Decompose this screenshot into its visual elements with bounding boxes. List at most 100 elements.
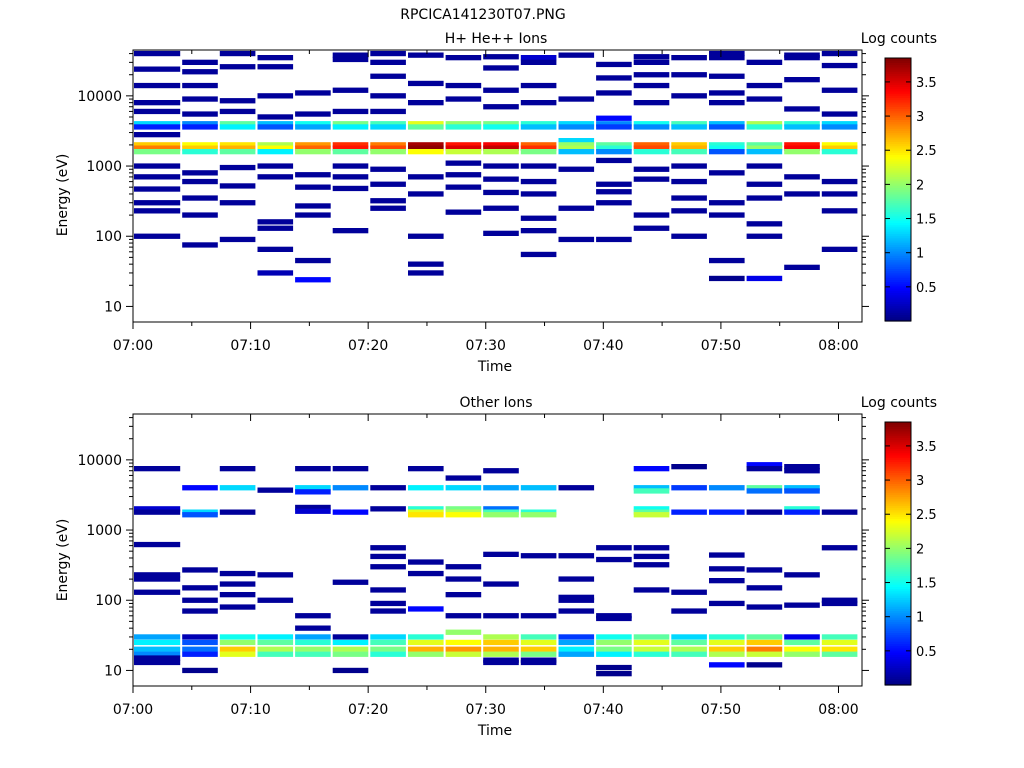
heatmap-cell (633, 149, 670, 155)
colorbar-tick-label: 0.5 (916, 281, 937, 296)
heatmap-cell (182, 667, 218, 674)
heatmap-cell (257, 639, 294, 646)
heatmap-cell (746, 662, 783, 668)
y-axis-label: Energy (eV) (55, 519, 71, 602)
heatmap-cell (671, 634, 707, 640)
heatmap-cell (257, 270, 294, 276)
x-tick-label: 08:00 (818, 338, 858, 354)
heatmap-cell (408, 270, 444, 276)
heatmap-cell (746, 509, 783, 515)
y-ticks: 10 100 1000 10000 (77, 53, 869, 315)
heatmap-cell (370, 59, 406, 65)
heatmap-cell (332, 149, 369, 155)
y-tick-label: 1000 (86, 523, 122, 539)
heatmap-cell (182, 69, 218, 75)
heatmap-cell (520, 191, 557, 197)
heatmap-cell (746, 145, 783, 151)
x-tick-label: 07:40 (583, 338, 623, 354)
panel-other-ions: Other Ions Log counts Time Energy (eV) 0… (55, 395, 937, 739)
heatmap-cell (134, 66, 181, 72)
heatmap-cell (257, 64, 294, 70)
heatmap-cell (671, 72, 707, 78)
heatmap-cell (370, 485, 406, 491)
heatmap-cell (633, 100, 670, 106)
heatmap-cell (295, 203, 331, 209)
heatmap-cell (134, 149, 181, 155)
heatmap-cell (445, 172, 482, 178)
y-tick-label: 100 (95, 593, 122, 609)
heatmap-cell (332, 108, 369, 115)
heatmap-cell (784, 464, 820, 470)
heatmap-cell (257, 124, 294, 130)
heatmap-cell (370, 205, 406, 211)
heatmap-cell (295, 172, 331, 178)
heatmap-cell (784, 121, 820, 127)
heatmap-cell (483, 634, 519, 640)
heatmap-cell (520, 121, 557, 127)
heatmap-cell (219, 121, 256, 127)
heatmap-cell (182, 178, 218, 185)
heatmap-cell (483, 149, 519, 155)
heatmap-cell (445, 55, 482, 61)
heatmap-cell (445, 485, 482, 491)
heatmap-cell (370, 600, 406, 607)
heatmap-cell (219, 164, 256, 171)
heatmap-cell (784, 506, 820, 512)
y-tick-label: 100 (95, 229, 122, 245)
heatmap-cell (633, 166, 670, 172)
heatmap-cell (219, 108, 256, 115)
heatmap-cell (520, 512, 557, 518)
heatmap-cell (596, 145, 632, 151)
heatmap-cell (596, 651, 632, 657)
heatmap-cell (182, 121, 218, 127)
heatmap-cell (370, 639, 406, 646)
heatmap-cell (182, 149, 218, 155)
heatmap-cell (370, 646, 406, 652)
heatmap-cell (596, 671, 632, 677)
heatmap-cell (821, 50, 858, 57)
heatmap-cell (633, 485, 670, 491)
x-axis-label: Time (477, 723, 512, 739)
heatmap-cell (219, 236, 256, 243)
heatmap-cell (257, 246, 294, 252)
heatmap-cell (219, 639, 256, 646)
heatmap-cell (784, 509, 820, 515)
heatmap-cell (182, 651, 218, 657)
heatmap-cell (408, 174, 444, 180)
heatmap-cell (257, 651, 294, 657)
heatmap-cell (408, 606, 444, 612)
colorbar-tick-label: 1 (916, 611, 924, 626)
heatmap-cell (746, 59, 783, 65)
heatmap-cell (558, 52, 595, 58)
heatmap-cell (370, 181, 406, 187)
heatmap-cell (483, 659, 519, 666)
heatmap-cell (596, 646, 632, 652)
y-tick-label: 10000 (77, 89, 122, 105)
x-axis-label: Time (477, 359, 512, 375)
heatmap-cell (633, 506, 670, 512)
heatmap-cell (671, 646, 707, 652)
heatmap-cells (134, 462, 858, 677)
heatmap-cell (671, 149, 707, 155)
heatmap-cell (483, 485, 519, 491)
heatmap-cell (746, 646, 783, 652)
heatmap-cell (746, 485, 783, 491)
heatmap-cell (182, 111, 218, 117)
heatmap-cell (134, 121, 181, 127)
x-tick-label: 07:50 (701, 702, 741, 718)
colorbar-tick-label: 1.5 (916, 213, 937, 228)
heatmap-cell (821, 62, 858, 69)
heatmap-cell (784, 149, 820, 155)
heatmap-cell (709, 600, 745, 607)
heatmap-cell (257, 634, 294, 640)
heatmap-cell (134, 572, 181, 578)
heatmap-cell (295, 184, 331, 190)
heatmap-cell (671, 464, 707, 470)
heatmap-cell (257, 121, 294, 127)
heatmap-cell (445, 149, 482, 155)
heatmap-cell (784, 488, 820, 494)
heatmap-cell (295, 504, 331, 511)
colorbar-tick-label: 3 (916, 110, 924, 125)
heatmap-cell (445, 160, 482, 166)
